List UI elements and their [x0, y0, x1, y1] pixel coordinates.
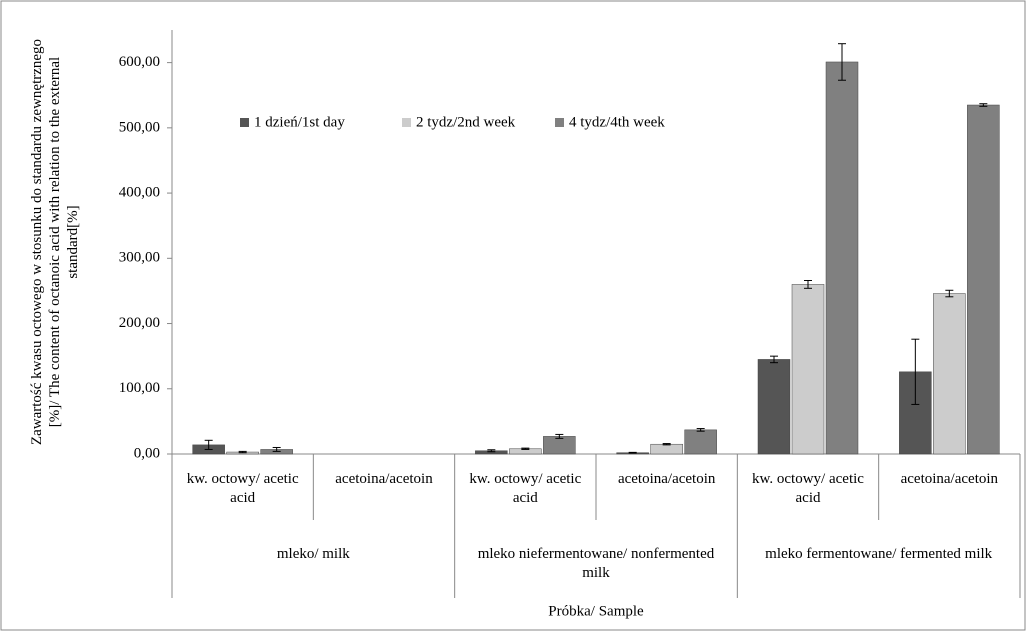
y-tick-label: 200,00 [119, 315, 160, 331]
category-group-label: mleko/ milk [276, 546, 350, 562]
category-group-label: mleko fermentowane/ fermented milk [765, 546, 993, 562]
bar [543, 436, 576, 455]
legend-swatch [555, 118, 564, 127]
legend-swatch [240, 118, 249, 127]
bar [757, 359, 791, 455]
y-tick-label: 500,00 [119, 119, 160, 135]
category-label: acetoina/acetoin [900, 471, 999, 487]
legend-label: 4 tydz/4th week [569, 114, 665, 130]
bar [791, 284, 825, 455]
bar [933, 293, 966, 455]
category-label: acetoina/acetoin [335, 471, 433, 487]
category-label: kw. octowy/ acetic acid [752, 471, 864, 506]
category-label: kw. octowy/ acetic acid [186, 471, 299, 506]
y-tick-label: 0,00 [134, 445, 160, 461]
y-axis-title: Zawartość kwasu octowego w stosunku do s… [29, 38, 81, 446]
bar [967, 104, 1000, 455]
category-group-label: mleko niefermentowane/ nonfermented milk [477, 546, 715, 581]
legend-label: 1 dzień/1st day [254, 114, 345, 130]
y-tick-label: 400,00 [119, 185, 160, 201]
legend-label: 2 tydz/2nd week [416, 114, 516, 130]
bar [684, 429, 717, 455]
legend-swatch [402, 118, 411, 127]
y-tick-label: 600,00 [119, 54, 160, 70]
y-tick-label: 300,00 [119, 250, 160, 266]
bar [825, 61, 859, 455]
x-axis-title: Próbka/ Sample [548, 603, 644, 619]
category-label: kw. octowy/ acetic acid [469, 471, 582, 506]
bar [650, 443, 683, 455]
y-tick-label: 100,00 [119, 380, 160, 396]
category-label: acetoina/acetoin [617, 471, 716, 487]
